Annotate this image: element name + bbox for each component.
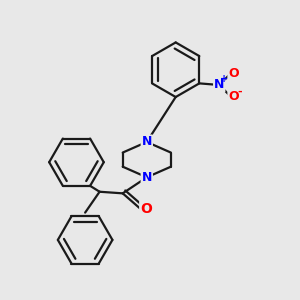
- Text: -: -: [238, 86, 242, 96]
- Text: O: O: [228, 67, 239, 80]
- Text: O: O: [228, 90, 239, 103]
- Text: N: N: [142, 171, 152, 184]
- Text: N: N: [142, 136, 152, 148]
- Text: N: N: [214, 79, 224, 92]
- Text: +: +: [220, 74, 228, 84]
- Text: O: O: [140, 202, 152, 216]
